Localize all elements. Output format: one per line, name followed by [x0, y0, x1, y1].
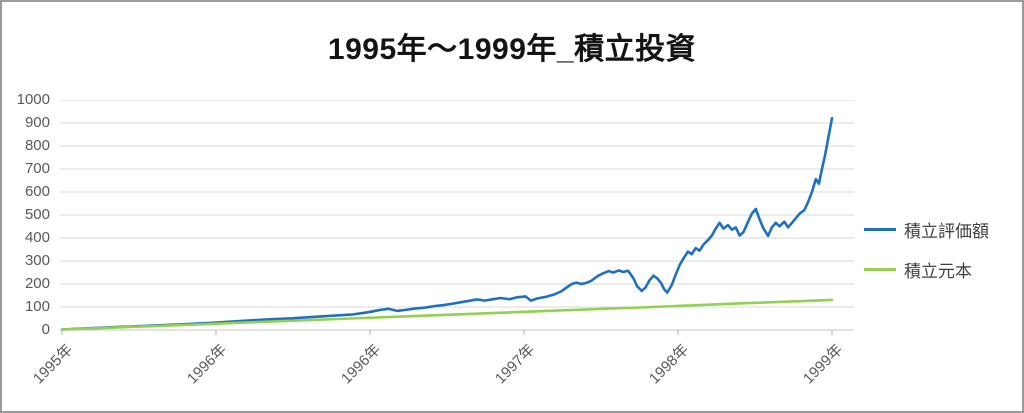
legend-line-swatch-evaluation: [864, 227, 896, 231]
y-tick-label: 200: [24, 275, 50, 292]
plot-svg: [60, 100, 854, 335]
legend-line-swatch-principal: [864, 267, 896, 271]
y-tick-label: 600: [24, 183, 50, 200]
legend-label-evaluation: 積立評価額: [904, 221, 989, 241]
y-tick-label: 700: [24, 160, 50, 177]
y-tick-label: 400: [24, 229, 50, 246]
y-tick-label: 300: [24, 252, 50, 269]
legend-item-principal[interactable]: 積立元本: [864, 256, 989, 282]
x-tick-label: 1996年: [183, 341, 231, 388]
y-tick-label: 500: [24, 206, 50, 223]
y-tick-label: 1000: [16, 91, 50, 108]
y-tick-label: 0: [41, 321, 50, 338]
y-tick-label: 900: [24, 114, 50, 131]
x-tick-label: 1999年: [799, 341, 847, 388]
legend-item-evaluation[interactable]: 積立評価額: [864, 216, 989, 242]
chart-legend: 積立評価額 積立元本: [864, 216, 989, 296]
y-tick-label: 800: [24, 137, 50, 154]
x-tick-label: 1995年: [29, 341, 77, 388]
legend-label-principal: 積立元本: [904, 261, 972, 281]
x-tick-label: 1998年: [645, 341, 693, 388]
x-tick-label: 1997年: [491, 341, 539, 388]
x-tick-label: 1996年: [337, 341, 385, 388]
chart-title: 1995年〜1999年_積立投資: [327, 33, 697, 66]
y-tick-label: 100: [24, 298, 50, 315]
